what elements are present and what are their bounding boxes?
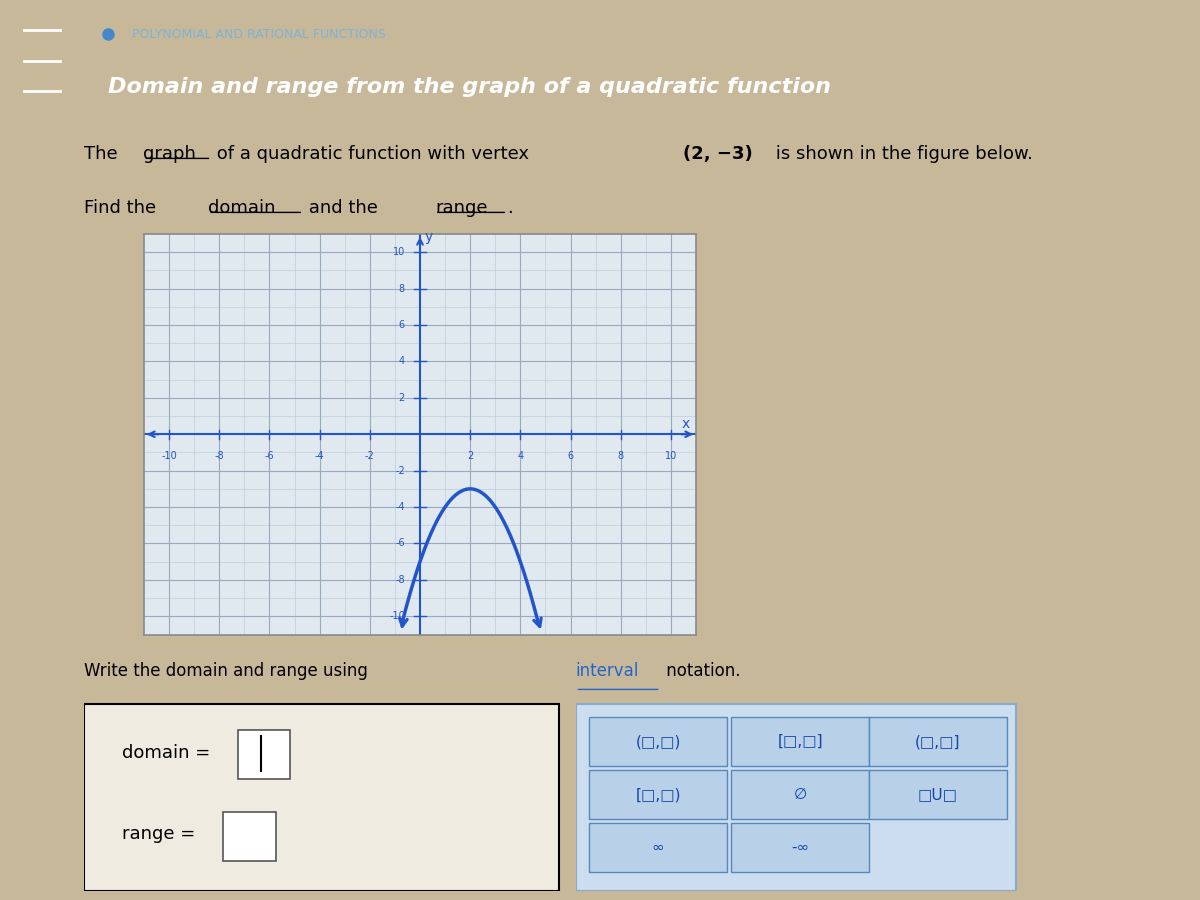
Text: (□,□): (□,□)	[636, 734, 680, 749]
Text: ∅: ∅	[793, 788, 806, 802]
Text: 8: 8	[398, 284, 404, 293]
Text: y: y	[425, 230, 433, 244]
Text: -10: -10	[161, 451, 176, 461]
Text: of a quadratic function with vertex: of a quadratic function with vertex	[211, 146, 535, 164]
Text: POLYNOMIAL AND RATIONAL FUNCTIONS: POLYNOMIAL AND RATIONAL FUNCTIONS	[132, 28, 386, 40]
Text: 6: 6	[568, 451, 574, 461]
Text: Domain and range from the graph of a quadratic function: Domain and range from the graph of a qua…	[108, 77, 830, 97]
FancyBboxPatch shape	[732, 717, 869, 766]
Text: -4: -4	[314, 451, 324, 461]
Text: 10: 10	[392, 248, 404, 257]
FancyBboxPatch shape	[589, 823, 727, 872]
Text: 2: 2	[398, 392, 404, 403]
FancyBboxPatch shape	[238, 731, 290, 779]
Text: range: range	[436, 200, 487, 218]
Text: 6: 6	[398, 320, 404, 330]
Text: 4: 4	[517, 451, 523, 461]
Text: The: The	[84, 146, 124, 164]
Text: (□,□]: (□,□]	[916, 734, 961, 749]
Text: 2: 2	[467, 451, 473, 461]
FancyBboxPatch shape	[869, 770, 1007, 819]
Text: -6: -6	[265, 451, 275, 461]
Text: [□,□]: [□,□]	[778, 734, 823, 749]
Text: -2: -2	[365, 451, 374, 461]
Text: 4: 4	[398, 356, 404, 366]
Text: (2, −3): (2, −3)	[684, 146, 754, 164]
Text: domain: domain	[209, 200, 276, 218]
FancyBboxPatch shape	[576, 704, 1015, 891]
Text: interval: interval	[576, 662, 638, 680]
Text: -4: -4	[395, 502, 404, 512]
FancyBboxPatch shape	[869, 717, 1007, 766]
Text: and the: and the	[304, 200, 384, 218]
Text: x: x	[682, 417, 690, 431]
Text: 10: 10	[665, 451, 677, 461]
FancyBboxPatch shape	[589, 717, 727, 766]
Text: [□,□): [□,□)	[635, 788, 680, 802]
FancyBboxPatch shape	[589, 770, 727, 819]
Text: range =: range =	[122, 825, 196, 843]
FancyBboxPatch shape	[84, 704, 559, 891]
Text: ∞: ∞	[652, 840, 665, 855]
Text: 8: 8	[618, 451, 624, 461]
Text: -∞: -∞	[791, 840, 809, 855]
Text: domain =: domain =	[122, 744, 211, 762]
Text: -8: -8	[395, 575, 404, 585]
Text: is shown in the figure below.: is shown in the figure below.	[770, 146, 1033, 164]
Text: -8: -8	[215, 451, 224, 461]
FancyBboxPatch shape	[732, 823, 869, 872]
Text: graph: graph	[144, 146, 197, 164]
Text: notation.: notation.	[661, 662, 740, 680]
Text: -6: -6	[395, 538, 404, 548]
Text: □U□: □U□	[918, 788, 958, 802]
Text: Write the domain and range using: Write the domain and range using	[84, 662, 373, 680]
Text: Find the: Find the	[84, 200, 162, 218]
Text: .: .	[508, 200, 514, 218]
FancyBboxPatch shape	[732, 770, 869, 819]
Text: -10: -10	[389, 611, 404, 621]
FancyBboxPatch shape	[223, 812, 276, 860]
Text: -2: -2	[395, 465, 404, 476]
